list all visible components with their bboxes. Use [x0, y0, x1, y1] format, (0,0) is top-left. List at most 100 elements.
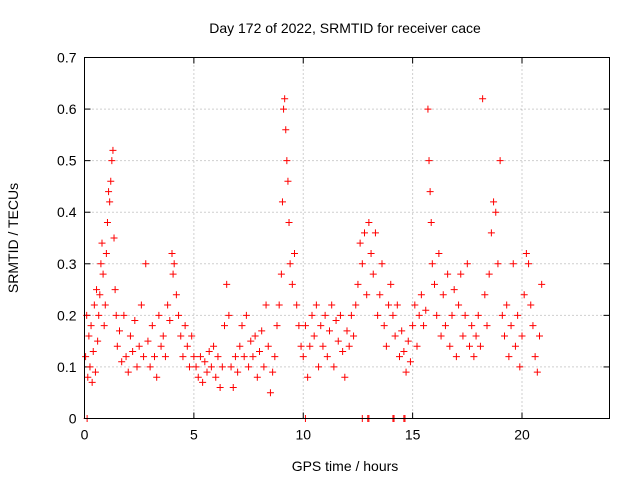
- data-point: [527, 301, 535, 309]
- data-point: [363, 291, 371, 299]
- data-point: [98, 239, 106, 247]
- data-point: [116, 327, 123, 335]
- data-point: [402, 368, 410, 376]
- data-point: [142, 260, 150, 268]
- data-point: [441, 322, 449, 330]
- data-point: [97, 260, 105, 268]
- data-point: [393, 301, 401, 309]
- data-point: [356, 239, 364, 247]
- y-tick-label: 0: [69, 411, 77, 427]
- data-point: [106, 198, 114, 206]
- y-tick-label: 0.1: [57, 359, 77, 375]
- data-point: [328, 301, 336, 309]
- data-point: [285, 219, 293, 227]
- data-point: [101, 301, 109, 309]
- data-point: [485, 270, 493, 278]
- y-tick-label: 0.3: [57, 256, 77, 272]
- data-point: [431, 280, 438, 288]
- data-point: [256, 347, 263, 355]
- data-point: [277, 270, 285, 278]
- data-point: [424, 105, 432, 113]
- data-point: [494, 260, 502, 268]
- data-point: [196, 353, 204, 361]
- data-point: [492, 208, 500, 216]
- data-point: [341, 373, 349, 381]
- data-point: [234, 368, 242, 376]
- data-point: [169, 270, 177, 278]
- data-point: [177, 332, 185, 340]
- data-point: [225, 311, 233, 319]
- data-point: [455, 301, 463, 309]
- data-point: [118, 358, 126, 366]
- data-point: [201, 358, 209, 366]
- data-point: [109, 146, 117, 154]
- data-point: [336, 311, 344, 319]
- data-point: [365, 219, 373, 227]
- data-point: [479, 95, 487, 103]
- data-point: [308, 311, 316, 319]
- data-point: [398, 327, 406, 335]
- data-point: [181, 322, 189, 330]
- data-point: [283, 157, 291, 165]
- y-tick-label: 0.2: [57, 307, 77, 323]
- data-point: [334, 337, 342, 345]
- data-point: [88, 378, 96, 386]
- data-point: [332, 317, 340, 325]
- data-point: [190, 353, 198, 361]
- x-tick-label: 20: [514, 427, 530, 443]
- data-point: [223, 280, 231, 288]
- data-point: [406, 358, 414, 366]
- data-point: [94, 337, 102, 345]
- data-point: [536, 332, 543, 340]
- data-point: [352, 301, 360, 309]
- data-point: [444, 270, 452, 278]
- data-point: [262, 301, 270, 309]
- data-point: [131, 317, 139, 325]
- data-point: [155, 311, 163, 319]
- data-point: [218, 363, 226, 371]
- data-point: [231, 353, 239, 361]
- data-point: [354, 280, 362, 288]
- data-point: [514, 311, 522, 319]
- data-point: [266, 389, 274, 397]
- data-point: [214, 353, 222, 361]
- data-point: [420, 322, 428, 330]
- data-point: [516, 363, 524, 371]
- data-point: [148, 322, 156, 330]
- data-point: [113, 342, 121, 350]
- data-point: [108, 157, 116, 165]
- data-point: [472, 332, 480, 340]
- grid: [84, 57, 610, 419]
- data-point: [236, 342, 244, 350]
- data-point: [330, 363, 338, 371]
- data-point: [400, 347, 408, 355]
- data-point: [194, 373, 202, 381]
- data-point: [426, 188, 434, 196]
- data-point: [120, 311, 128, 319]
- data-point: [376, 291, 384, 299]
- data-point: [413, 342, 421, 350]
- data-point: [463, 260, 471, 268]
- data-point: [321, 311, 329, 319]
- data-point: [269, 368, 277, 376]
- x-tick-label: 0: [81, 427, 89, 443]
- data-point: [293, 301, 301, 309]
- data-point: [459, 332, 467, 340]
- data-point: [323, 353, 331, 361]
- data-point: [253, 373, 261, 381]
- data-point: [345, 342, 353, 350]
- data-point: [501, 332, 508, 340]
- data-point: [310, 332, 318, 340]
- data-point: [89, 347, 97, 355]
- data-point: [385, 301, 393, 309]
- data-point: [249, 353, 257, 361]
- data-point: [137, 301, 145, 309]
- data-point: [476, 342, 484, 350]
- data-point: [433, 311, 441, 319]
- data-point: [339, 347, 347, 355]
- data-point: [387, 280, 395, 288]
- data-point: [374, 311, 382, 319]
- data-point: [522, 249, 530, 257]
- data-point: [297, 342, 305, 350]
- data-point: [498, 311, 506, 319]
